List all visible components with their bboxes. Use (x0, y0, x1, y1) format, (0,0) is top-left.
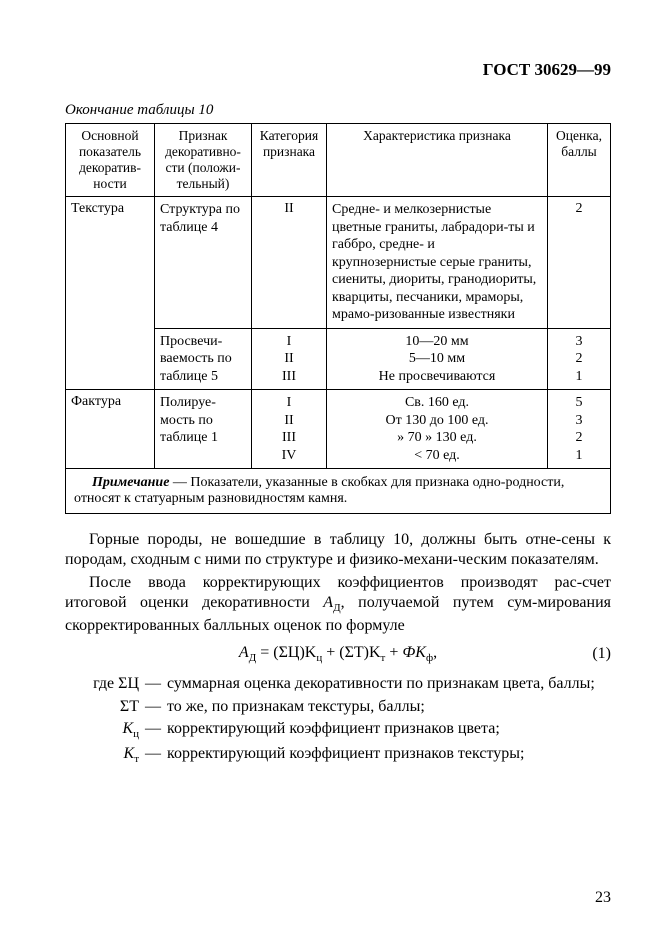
sym: ФK (402, 644, 426, 661)
sym: ΣT (120, 698, 139, 715)
table-note: Примечание — Показатели, указанные в ско… (66, 469, 611, 514)
score-line: 2 (553, 350, 605, 368)
cat-line: I (257, 333, 321, 351)
char-line: 10—20 мм (332, 333, 542, 351)
definition-line: Kт — корректирующий коэффициент признако… (65, 744, 611, 766)
sym-sub: ц (133, 728, 139, 740)
op: + (322, 644, 339, 661)
header-category: Категория признака (252, 124, 327, 197)
def-symbol: ΣT (65, 697, 145, 717)
table-row: Фактура Полируе-мость по таблице 1 I II … (66, 390, 611, 469)
table-10-continuation: Основной показатель декоратив-ности Приз… (65, 123, 611, 514)
def-text: корректирующий коэффициент признаков цве… (167, 719, 611, 741)
cell-score: 2 (548, 197, 611, 329)
cat-line: II (257, 412, 321, 430)
sym: ΣЦ (118, 675, 139, 692)
cell-score: 5 3 2 1 (548, 390, 611, 469)
cat-line: I (257, 394, 321, 412)
header-indicator: Основной показатель декоратив-ности (66, 124, 155, 197)
sym-sub: т (134, 753, 139, 765)
cell-score: 3 2 1 (548, 328, 611, 390)
def-symbol: где ΣЦ (65, 674, 145, 694)
char-line: 5—10 мм (332, 350, 542, 368)
char-line: Не просвечиваются (332, 368, 542, 386)
score-line: 1 (553, 368, 605, 386)
sym-sub: ф (426, 652, 433, 664)
table-row: Текстура Структура по таблице 4 II Средн… (66, 197, 611, 329)
cell-indicator: Текстура (66, 197, 155, 329)
def-dash: — (145, 674, 167, 694)
note-label: Примечание (92, 475, 169, 490)
score-line: 1 (553, 447, 605, 465)
def-text: корректирующий коэффициент признаков тек… (167, 744, 611, 766)
cat-line: II (257, 350, 321, 368)
op: = (256, 644, 273, 661)
page-number: 23 (595, 889, 611, 907)
formula-body: AД = (ΣЦ)Kц + (ΣT)Kт + ФKф, (239, 644, 437, 664)
cell-category: I II III IV (252, 390, 327, 469)
table-caption: Окончание таблицы 10 (65, 102, 611, 119)
cell-feature: Просвечи-ваемость по таблице 5 (155, 328, 252, 390)
cell-category: II (252, 197, 327, 329)
score-line: 5 (553, 394, 605, 412)
cell-characteristic: 10—20 мм 5—10 мм Не просвечиваются (327, 328, 548, 390)
char-line: » 70 » 130 ед. (332, 429, 542, 447)
def-symbol: Kт (65, 744, 145, 766)
cell-category: I II III (252, 328, 327, 390)
table-note-row: Примечание — Показатели, указанные в ско… (66, 469, 611, 514)
cell-indicator-empty (66, 328, 155, 390)
header-feature: Признак декоративно-сти (положи-тельный) (155, 124, 252, 197)
definitions-block: где ΣЦ — суммарная оценка декоративности… (65, 674, 611, 765)
cat-line: III (257, 368, 321, 386)
sym: A (239, 644, 249, 661)
sym-sub: Д (333, 603, 341, 615)
char-line: Св. 160 ед. (332, 394, 542, 412)
cell-feature: Структура по таблице 4 (155, 197, 252, 329)
document-page: ГОСТ 30629—99 Окончание таблицы 10 Основ… (0, 0, 661, 935)
score-line: 3 (553, 412, 605, 430)
score-line: 3 (553, 333, 605, 351)
body-paragraph: После ввода корректирующих коэффициентов… (65, 573, 611, 636)
sym: K (122, 720, 133, 737)
table-header-row: Основной показатель декоратив-ности Приз… (66, 124, 611, 197)
header-characteristic: Характеристика признака (327, 124, 548, 197)
sym: (ΣT)K (339, 644, 380, 661)
def-dash: — (145, 719, 167, 741)
cell-characteristic: Средне- и мелкозернистые цветные граниты… (327, 197, 548, 329)
cell-characteristic: Св. 160 ед. От 130 до 100 ед. » 70 » 130… (327, 390, 548, 469)
definition-line: где ΣЦ — суммарная оценка декоративности… (65, 674, 611, 694)
table-row: Просвечи-ваемость по таблице 5 I II III … (66, 328, 611, 390)
op: , (433, 644, 437, 661)
score-line: 2 (553, 429, 605, 447)
cat-line: IV (257, 447, 321, 465)
formula-number: (1) (592, 645, 611, 663)
document-id: ГОСТ 30629—99 (65, 60, 611, 80)
sym: K (124, 745, 135, 762)
def-dash: — (145, 744, 167, 766)
cell-indicator: Фактура (66, 390, 155, 469)
def-text: то же, по признакам текстуры, баллы; (167, 697, 611, 717)
sym: (ΣЦ)K (273, 644, 316, 661)
char-line: < 70 ед. (332, 447, 542, 465)
formula: AД = (ΣЦ)Kц + (ΣT)Kт + ФKф, (1) (65, 644, 611, 664)
body-paragraph: Горные породы, не вошедшие в таблицу 10,… (65, 530, 611, 571)
cat-line: III (257, 429, 321, 447)
header-score: Оценка, баллы (548, 124, 611, 197)
definition-line: ΣT — то же, по признакам текстуры, баллы… (65, 697, 611, 717)
cell-feature: Полируе-мость по таблице 1 (155, 390, 252, 469)
def-lead: где (93, 675, 118, 692)
def-symbol: Kц (65, 719, 145, 741)
def-text: суммарная оценка декоративности по призн… (167, 674, 611, 694)
op: + (385, 644, 402, 661)
definition-line: Kц — корректирующий коэффициент признако… (65, 719, 611, 741)
def-dash: — (145, 697, 167, 717)
char-line: От 130 до 100 ед. (332, 412, 542, 430)
